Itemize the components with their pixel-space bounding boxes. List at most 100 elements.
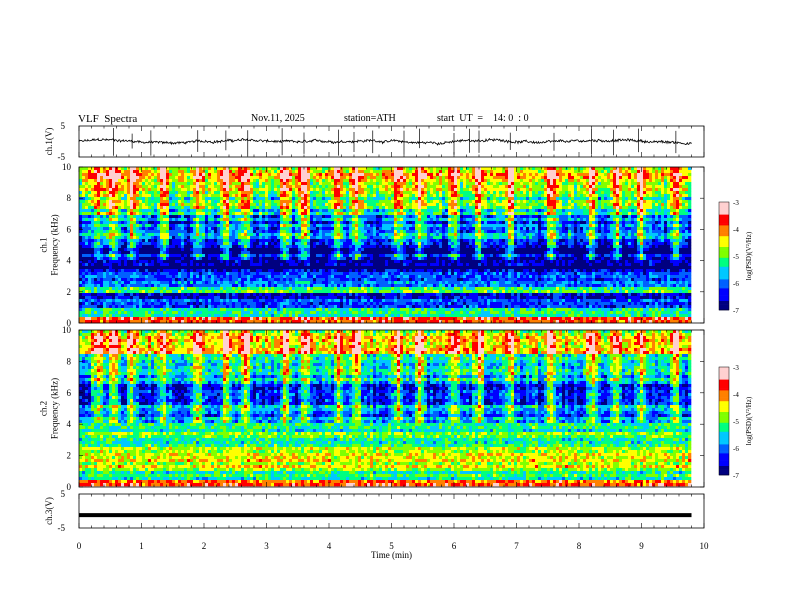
spectrogram-cell (322, 314, 326, 318)
spectrogram-cell (97, 206, 101, 210)
spectrogram-cell (187, 248, 191, 252)
spectrogram-cell (328, 266, 332, 270)
spectrogram-cell (325, 266, 329, 270)
spectrogram-cell (106, 197, 110, 201)
spectrogram-cell (292, 245, 296, 249)
spectrogram-cell (91, 173, 95, 177)
spectrogram-cell (298, 299, 302, 303)
spectrogram-cell (358, 245, 362, 249)
spectrogram-cell (208, 188, 212, 192)
spectrogram-cell (256, 251, 260, 255)
spectrogram-cell (121, 167, 125, 171)
spectrogram-cell (250, 167, 254, 171)
spectrogram-cell (133, 272, 137, 276)
spectrogram-cell (97, 233, 101, 237)
spectrogram-cell (220, 302, 224, 306)
spectrogram-cell (250, 272, 254, 276)
spectrogram-cell (226, 278, 230, 282)
spectrogram-cell (229, 320, 233, 324)
spectrogram-cell (196, 263, 200, 267)
spectrogram-cell (139, 290, 143, 294)
spectrogram-cell (238, 263, 242, 267)
spectrogram-cell (271, 179, 275, 183)
spectrogram-cell (283, 293, 287, 297)
spectrogram-cell (115, 281, 119, 285)
spectrogram-cell (265, 203, 269, 207)
spectrogram-cell (358, 215, 362, 219)
spectrogram-cell (286, 209, 290, 213)
spectrogram-cell (283, 290, 287, 294)
spectrogram-cell (292, 260, 296, 264)
spectrogram-cell (328, 284, 332, 288)
spectrogram-cell (109, 203, 113, 207)
spectrogram-cell (187, 236, 191, 240)
spectrogram-cell (334, 284, 338, 288)
spectrogram-cell (181, 245, 185, 249)
spectrogram-cell (109, 230, 113, 234)
spectrogram-cell (112, 275, 116, 279)
spectrogram-cell (124, 314, 128, 318)
spectrogram-cell (319, 212, 323, 216)
spectrogram-cell (259, 212, 263, 216)
spectrogram-cell (355, 284, 359, 288)
spectrogram-cell (295, 311, 299, 315)
spectrogram-cell (154, 230, 158, 234)
spectrogram-cell (124, 266, 128, 270)
spectrogram-cell (322, 206, 326, 210)
spectrogram-cell (79, 284, 83, 288)
spectrogram-cell (355, 269, 359, 273)
spectrogram-cell (139, 206, 143, 210)
spectrogram-cell (205, 317, 209, 321)
spectrogram-cell (184, 233, 188, 237)
spectrogram-cell (235, 257, 239, 261)
spectrogram-cell (358, 230, 362, 234)
spectrogram-cell (106, 296, 110, 300)
spectrogram-cell (178, 284, 182, 288)
spectrogram-cell (226, 230, 230, 234)
spectrogram-cell (223, 275, 227, 279)
spectrogram-cell (127, 317, 131, 321)
spectrogram-cell (301, 266, 305, 270)
spectrogram-cell (343, 317, 347, 321)
spectrogram-cell (85, 263, 89, 267)
spectrogram-cell (133, 290, 137, 294)
spectrogram-cell (118, 293, 122, 297)
spectrogram-cell (286, 245, 290, 249)
spectrogram-cell (274, 203, 278, 207)
spectrogram-cell (286, 260, 290, 264)
spectrogram-cell (328, 212, 332, 216)
spectrogram-cell (283, 227, 287, 231)
spectrogram-cell (220, 314, 224, 318)
spectrogram-cell (346, 206, 350, 210)
spectrogram-cell (271, 203, 275, 207)
spectrogram-cell (199, 251, 203, 255)
spectrogram-cell (271, 218, 275, 222)
spectrogram-cell (238, 233, 242, 237)
spectrogram-cell (349, 209, 353, 213)
spectrogram-cell (163, 266, 167, 270)
spectrogram-cell (91, 218, 95, 222)
spectrogram-cell (175, 191, 179, 195)
spectrogram-cell (109, 293, 113, 297)
spectrogram-cell (106, 299, 110, 303)
spectrogram-cell (352, 239, 356, 243)
spectrogram-cell (286, 188, 290, 192)
spectrogram-cell (247, 239, 251, 243)
spectrogram-cell (298, 317, 302, 321)
spectrogram-cell (133, 302, 137, 306)
spectrogram-cell (301, 236, 305, 240)
spectrogram-cell (100, 260, 104, 264)
spectrogram-cell (166, 236, 170, 240)
spectrogram-cell (127, 206, 131, 210)
spectrogram-cell (253, 209, 257, 213)
spectrogram-cell (289, 272, 293, 276)
spectrogram-cell (202, 221, 206, 225)
spectrogram-cell (256, 212, 260, 216)
spectrogram-cell (238, 275, 242, 279)
spectrogram-cell (151, 242, 155, 246)
spectrogram-cell (223, 284, 227, 288)
spectrogram-cell (241, 224, 245, 228)
spectrogram-cell (178, 239, 182, 243)
spectrogram-cell (106, 275, 110, 279)
spectrogram-cell (301, 173, 305, 177)
